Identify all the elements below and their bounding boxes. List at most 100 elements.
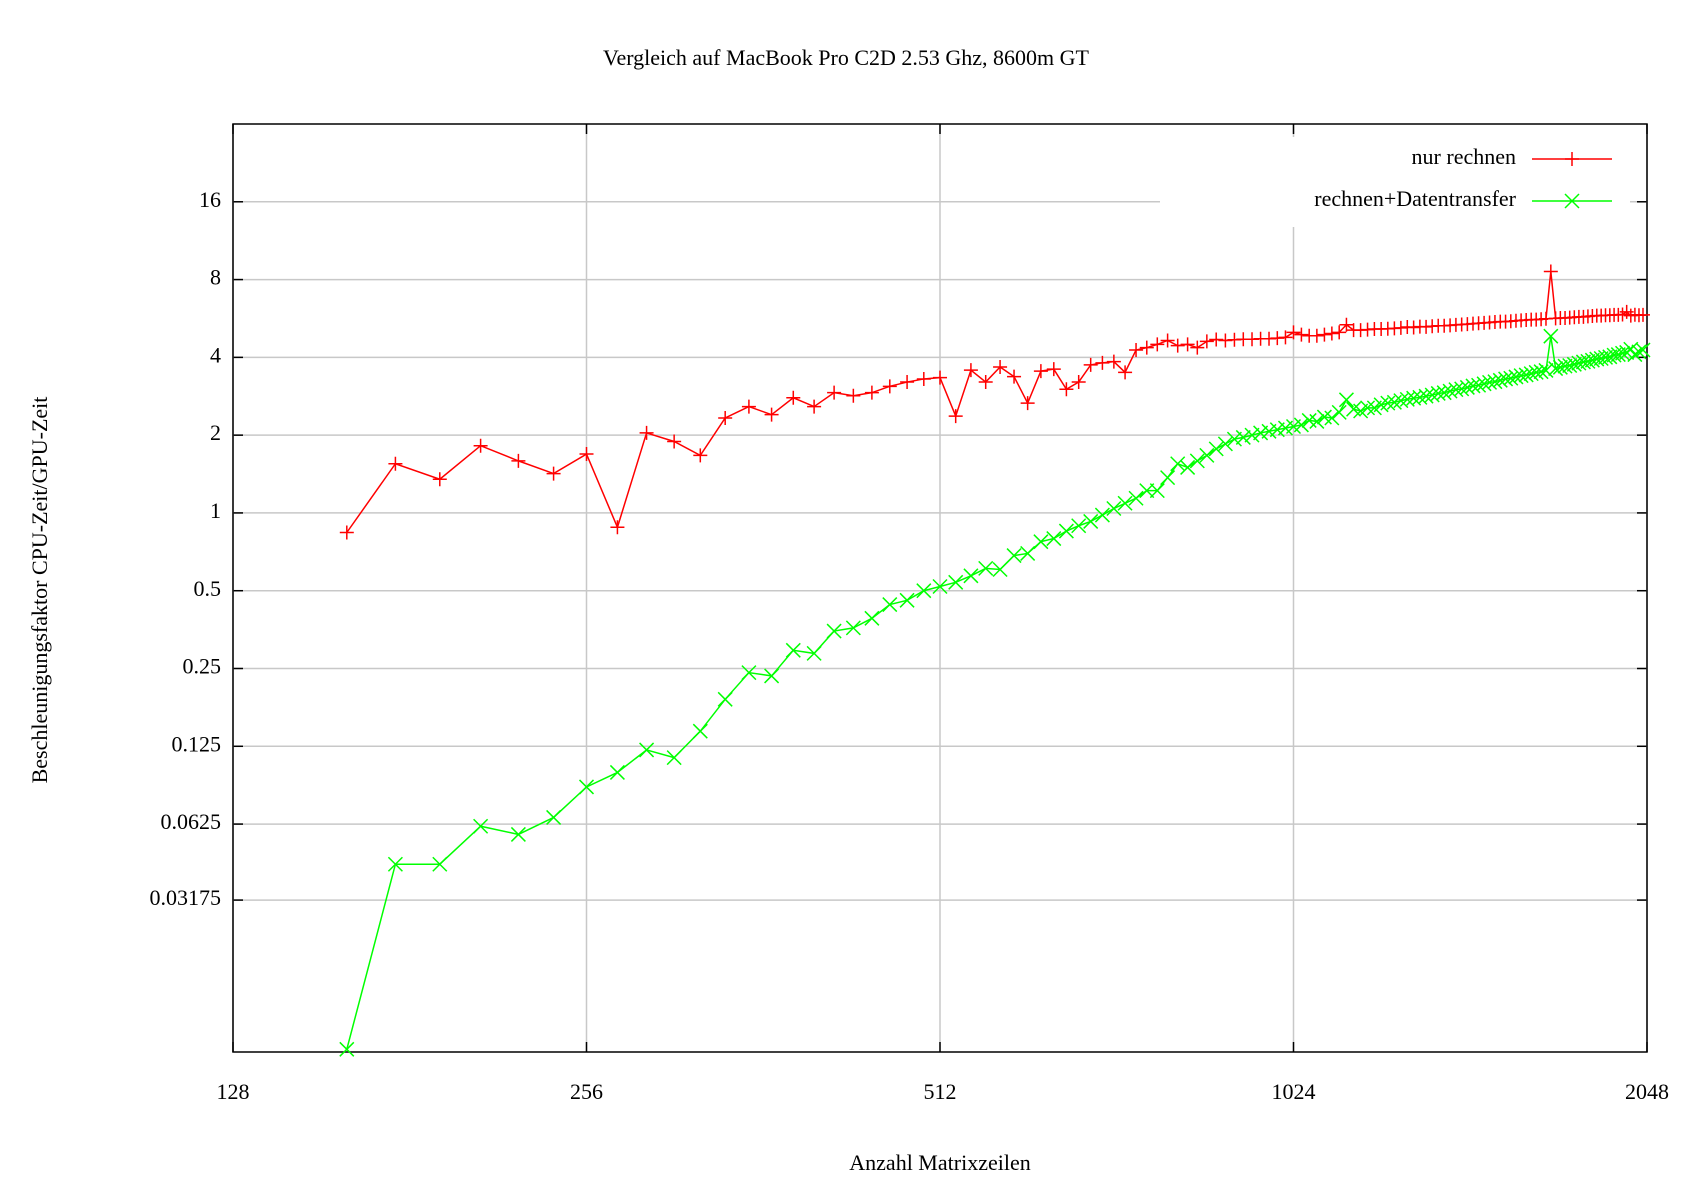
data-point [1380, 395, 1396, 411]
data-point [1294, 327, 1309, 342]
data-point [1046, 362, 1061, 377]
data-point [741, 399, 756, 414]
data-point [1584, 352, 1600, 368]
data-point [932, 579, 948, 595]
data-point [1071, 375, 1086, 390]
data-point [1293, 417, 1309, 433]
data-point [1020, 396, 1035, 411]
data-point [610, 520, 625, 535]
data-point [1331, 404, 1347, 420]
data-point [1399, 391, 1415, 407]
data-point [1627, 347, 1643, 363]
data-point [1309, 328, 1324, 343]
data-point [1360, 400, 1376, 416]
data-point [978, 560, 994, 576]
data-point [339, 1041, 355, 1057]
data-point [387, 856, 403, 872]
data-point [1562, 357, 1578, 374]
data-point [1575, 354, 1591, 370]
data-point [1235, 429, 1251, 445]
data-point [1180, 459, 1196, 475]
data-point [1557, 358, 1573, 374]
data-point [900, 375, 915, 390]
y-tick-label: 0.0625 [161, 809, 222, 834]
data-point [718, 411, 733, 426]
data-point [510, 826, 526, 842]
data-point [432, 856, 448, 872]
data-point [1538, 362, 1554, 378]
x-tick-label: 1024 [1272, 1079, 1316, 1104]
data-point [1189, 453, 1205, 469]
data-point [1033, 534, 1049, 550]
data-point [473, 818, 489, 834]
data-point [1217, 436, 1233, 452]
data-point [1571, 355, 1587, 371]
data-point [786, 390, 801, 405]
data-point [1199, 447, 1215, 463]
data-point [846, 388, 861, 403]
plot-border [232, 123, 1648, 1053]
data-point [916, 371, 931, 386]
data-point [1471, 377, 1487, 393]
data-point [1129, 343, 1144, 358]
x-tick-label: 256 [570, 1079, 603, 1104]
data-point [1436, 385, 1452, 401]
data-point [546, 466, 561, 481]
data-point [473, 438, 488, 453]
y-tick-label: 0.5 [194, 576, 222, 601]
x-tick-label: 2048 [1625, 1079, 1669, 1104]
data-point [826, 623, 842, 639]
x-tick-label: 128 [217, 1079, 250, 1104]
data-point [1278, 330, 1293, 345]
y-tick-label: 0.125 [172, 731, 222, 756]
data-point [1139, 340, 1154, 355]
data-point [717, 691, 733, 707]
data-point [1199, 334, 1214, 349]
data-point [1309, 413, 1325, 429]
x-tick-label: 512 [924, 1079, 957, 1104]
data-point [609, 764, 625, 780]
data-point [1094, 507, 1110, 523]
data-point [948, 574, 964, 590]
data-point [1083, 513, 1099, 529]
data-point [1071, 518, 1087, 534]
data-point [639, 425, 654, 440]
legend-background [1160, 137, 1630, 227]
y-tick-label: 16 [199, 187, 221, 212]
data-point [432, 472, 447, 487]
data-point [1286, 325, 1301, 340]
y-tick-label: 2 [210, 420, 221, 445]
data-point [1106, 500, 1122, 517]
data-point [666, 750, 682, 766]
data-point [1487, 374, 1503, 390]
chart-title: Vergleich auf MacBook Pro C2D 2.53 Ghz, … [603, 45, 1090, 70]
data-point [1118, 365, 1133, 380]
data-point [1117, 495, 1133, 511]
data-point [1523, 366, 1539, 382]
data-point [1033, 364, 1048, 379]
data-point [864, 385, 879, 400]
data-point [339, 525, 354, 540]
data-point [1170, 338, 1185, 353]
data-point [1543, 264, 1558, 279]
data-point [1059, 382, 1074, 397]
data-point [933, 370, 947, 385]
data-point [1518, 367, 1534, 383]
data-point [1332, 325, 1347, 340]
data-point [1150, 337, 1165, 352]
data-point [1406, 390, 1422, 406]
data-point [1503, 370, 1519, 386]
legend-label: rechnen+Datentransfer [1314, 186, 1516, 211]
legend-marker [1565, 152, 1579, 166]
data-point [1160, 470, 1176, 486]
data-point [1317, 327, 1332, 342]
data-point [1552, 359, 1568, 375]
data-point [1424, 387, 1440, 403]
data-point [693, 448, 708, 463]
data-point [1430, 385, 1446, 401]
data-point [1533, 364, 1549, 380]
legend-marker [1564, 193, 1580, 209]
y-tick-label: 0.03175 [150, 885, 222, 910]
data-point [1406, 320, 1421, 335]
data-point [1386, 394, 1402, 410]
